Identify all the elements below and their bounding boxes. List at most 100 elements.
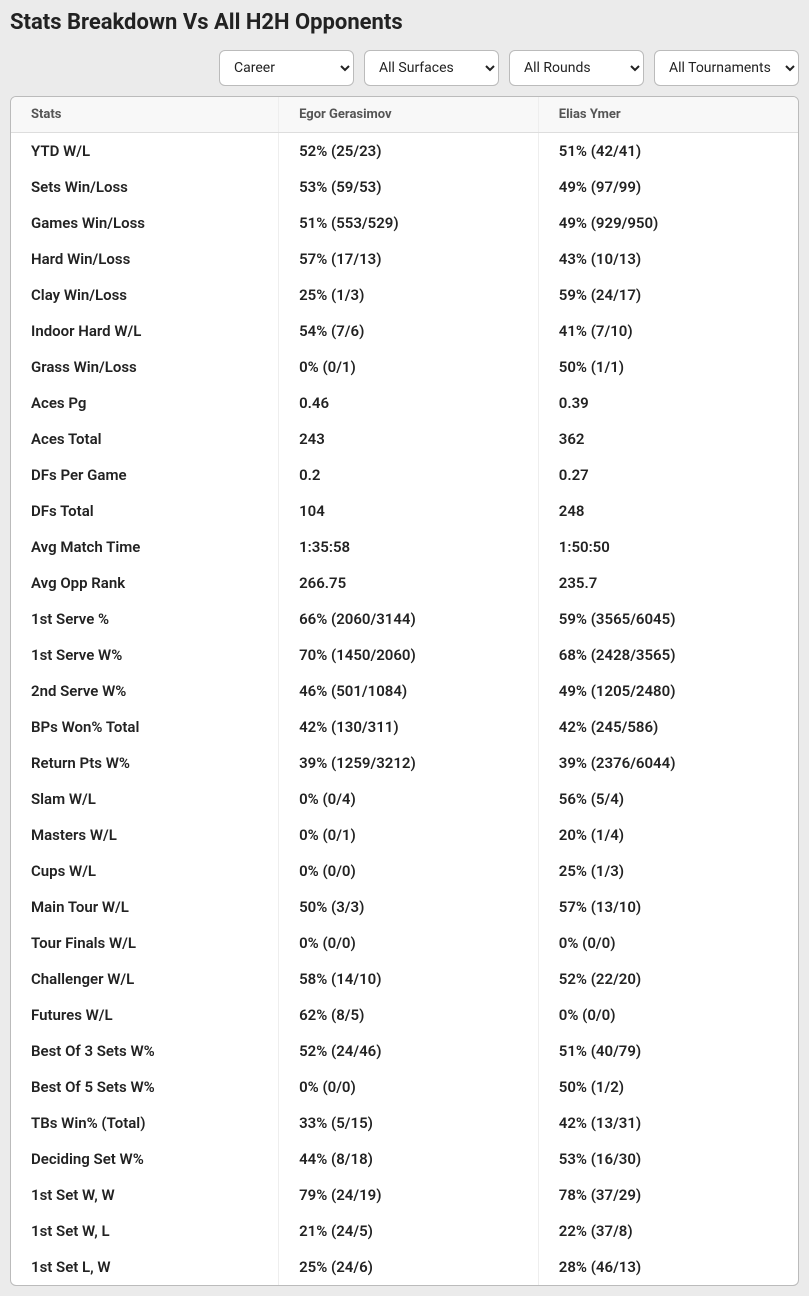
table-row: 1st Serve %66% (2060/3144)59% (3565/6045…: [11, 601, 798, 637]
table-row: Aces Total243362: [11, 421, 798, 457]
player2-value: 42% (13/31): [538, 1105, 798, 1141]
stats-table-wrapper: Stats Egor Gerasimov Elias Ymer YTD W/L5…: [10, 96, 799, 1286]
player2-value: 51% (40/79): [538, 1033, 798, 1069]
stat-label: Cups W/L: [11, 853, 279, 889]
stat-label: Deciding Set W%: [11, 1141, 279, 1177]
player2-value: 52% (22/20): [538, 961, 798, 997]
table-row: Challenger W/L58% (14/10)52% (22/20): [11, 961, 798, 997]
stat-label: Best Of 5 Sets W%: [11, 1069, 279, 1105]
player2-value: 0% (0/0): [538, 925, 798, 961]
stat-label: 1st Set W, W: [11, 1177, 279, 1213]
table-row: 2nd Serve W%46% (501/1084)49% (1205/2480…: [11, 673, 798, 709]
player2-value: 50% (1/1): [538, 349, 798, 385]
stat-label: Avg Match Time: [11, 529, 279, 565]
player2-value: 57% (13/10): [538, 889, 798, 925]
table-row: Deciding Set W%44% (8/18)53% (16/30): [11, 1141, 798, 1177]
stat-label: Challenger W/L: [11, 961, 279, 997]
stat-label: Futures W/L: [11, 997, 279, 1033]
stat-label: Best Of 3 Sets W%: [11, 1033, 279, 1069]
table-row: Best Of 5 Sets W%0% (0/0)50% (1/2): [11, 1069, 798, 1105]
player1-value: 0% (0/0): [279, 925, 539, 961]
stat-label: Slam W/L: [11, 781, 279, 817]
player2-value: 41% (7/10): [538, 313, 798, 349]
tournaments-filter[interactable]: All Tournaments: [654, 50, 799, 86]
player2-value: 39% (2376/6044): [538, 745, 798, 781]
stat-label: 1st Serve W%: [11, 637, 279, 673]
rounds-filter[interactable]: All Rounds: [509, 50, 644, 86]
table-row: Grass Win/Loss0% (0/1)50% (1/1): [11, 349, 798, 385]
stat-label: 1st Set W, L: [11, 1213, 279, 1249]
surfaces-filter[interactable]: All Surfaces: [364, 50, 499, 86]
table-row: Tour Finals W/L0% (0/0)0% (0/0): [11, 925, 798, 961]
player2-value: 59% (24/17): [538, 277, 798, 313]
col-stats: Stats: [11, 97, 279, 133]
table-row: Futures W/L62% (8/5)0% (0/0): [11, 997, 798, 1033]
stat-label: TBs Win% (Total): [11, 1105, 279, 1141]
player2-value: 49% (929/950): [538, 205, 798, 241]
player1-value: 51% (553/529): [279, 205, 539, 241]
player2-value: 68% (2428/3565): [538, 637, 798, 673]
table-row: 1st Set W, W79% (24/19)78% (37/29): [11, 1177, 798, 1213]
player1-value: 243: [279, 421, 539, 457]
table-row: Cups W/L0% (0/0)25% (1/3): [11, 853, 798, 889]
table-row: Slam W/L0% (0/4)56% (5/4): [11, 781, 798, 817]
player2-value: 50% (1/2): [538, 1069, 798, 1105]
player1-value: 46% (501/1084): [279, 673, 539, 709]
player2-value: 49% (97/99): [538, 169, 798, 205]
player2-value: 362: [538, 421, 798, 457]
player2-value: 42% (245/586): [538, 709, 798, 745]
player2-value: 20% (1/4): [538, 817, 798, 853]
table-row: BPs Won% Total42% (130/311)42% (245/586): [11, 709, 798, 745]
player1-value: 66% (2060/3144): [279, 601, 539, 637]
player1-value: 0% (0/0): [279, 1069, 539, 1105]
stats-table: Stats Egor Gerasimov Elias Ymer YTD W/L5…: [11, 97, 798, 1285]
table-row: 1st Set W, L21% (24/5)22% (37/8): [11, 1213, 798, 1249]
player2-value: 56% (5/4): [538, 781, 798, 817]
col-player2: Elias Ymer: [538, 97, 798, 133]
player1-value: 25% (24/6): [279, 1249, 539, 1285]
player1-value: 21% (24/5): [279, 1213, 539, 1249]
table-row: Main Tour W/L50% (3/3)57% (13/10): [11, 889, 798, 925]
stat-label: YTD W/L: [11, 133, 279, 170]
table-row: Avg Match Time1:35:581:50:50: [11, 529, 798, 565]
stat-label: Clay Win/Loss: [11, 277, 279, 313]
player1-value: 44% (8/18): [279, 1141, 539, 1177]
player1-value: 33% (5/15): [279, 1105, 539, 1141]
table-row: 1st Serve W%70% (1450/2060)68% (2428/356…: [11, 637, 798, 673]
player2-value: 51% (42/41): [538, 133, 798, 170]
table-row: Return Pts W%39% (1259/3212)39% (2376/60…: [11, 745, 798, 781]
player1-value: 0% (0/4): [279, 781, 539, 817]
player1-value: 104: [279, 493, 539, 529]
player2-value: 28% (46/13): [538, 1249, 798, 1285]
stat-label: Aces Total: [11, 421, 279, 457]
page-title: Stats Breakdown Vs All H2H Opponents: [10, 10, 799, 35]
stat-label: DFs Total: [11, 493, 279, 529]
career-filter[interactable]: Career: [219, 50, 354, 86]
player2-value: 49% (1205/2480): [538, 673, 798, 709]
stat-label: Return Pts W%: [11, 745, 279, 781]
table-row: 1st Set L, W25% (24/6)28% (46/13): [11, 1249, 798, 1285]
player2-value: 53% (16/30): [538, 1141, 798, 1177]
player2-value: 22% (37/8): [538, 1213, 798, 1249]
player1-value: 52% (24/46): [279, 1033, 539, 1069]
table-row: YTD W/L52% (25/23)51% (42/41): [11, 133, 798, 170]
table-row: DFs Total104248: [11, 493, 798, 529]
table-row: Games Win/Loss51% (553/529)49% (929/950): [11, 205, 798, 241]
stat-label: Main Tour W/L: [11, 889, 279, 925]
table-row: Hard Win/Loss57% (17/13)43% (10/13): [11, 241, 798, 277]
stat-label: Masters W/L: [11, 817, 279, 853]
player1-value: 25% (1/3): [279, 277, 539, 313]
table-row: Aces Pg0.460.39: [11, 385, 798, 421]
player2-value: 248: [538, 493, 798, 529]
player2-value: 59% (3565/6045): [538, 601, 798, 637]
stat-label: Indoor Hard W/L: [11, 313, 279, 349]
player2-value: 0% (0/0): [538, 997, 798, 1033]
table-row: TBs Win% (Total)33% (5/15)42% (13/31): [11, 1105, 798, 1141]
player1-value: 1:35:58: [279, 529, 539, 565]
player1-value: 0% (0/1): [279, 817, 539, 853]
table-row: Sets Win/Loss53% (59/53)49% (97/99): [11, 169, 798, 205]
player2-value: 235.7: [538, 565, 798, 601]
player2-value: 43% (10/13): [538, 241, 798, 277]
stat-label: Sets Win/Loss: [11, 169, 279, 205]
player1-value: 0.46: [279, 385, 539, 421]
